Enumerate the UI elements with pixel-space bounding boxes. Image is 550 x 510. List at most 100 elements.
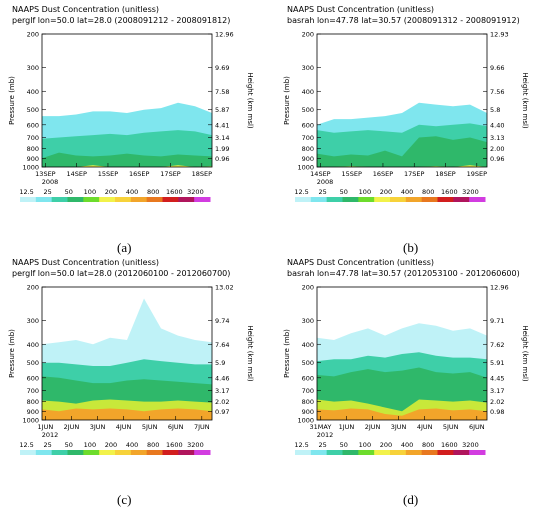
pressure-tick-label: 800 [302,398,314,406]
y-axis-label: Pressure (mb) [8,76,16,125]
pressure-tick-label: 800 [27,145,39,153]
height-tick-label: 4.46 [215,374,229,382]
legend-swatch [178,450,195,455]
pressure-tick-label: 500 [27,359,39,367]
pressure-tick-label: 200 [302,284,314,292]
chart-b: NAAPS Dust Concentration (unitless) basra… [283,5,529,202]
height-tick-label: 7.56 [490,88,504,96]
legend-swatch [99,197,116,202]
legend-swatch [453,450,470,455]
chart-title: NAAPS Dust Concentration (unitless) [12,5,159,14]
legend-swatch [358,197,375,202]
x-tick-label: 1JUN [38,423,54,431]
pressure-tick-label: 600 [27,374,39,382]
legend-label: 400 [126,188,138,196]
legend-swatch [326,197,343,202]
x-tick-label: 18SEP [192,170,213,178]
legend-swatch [469,197,486,202]
pressure-tick-label: 500 [27,106,39,114]
legend-swatch [405,197,423,202]
chart-a: NAAPS Dust Concentration (unitless) pergl… [8,5,254,202]
chart-title: NAAPS Dust Concentration (unitless) [287,5,434,14]
plot-frame [41,33,213,168]
chart-subtitle: basrah lon=47.78 lat=30.57 (2012053100 -… [287,269,520,278]
x-tick-label: 2JUN [64,423,80,431]
legend-swatch [162,450,179,455]
legend-label: 3200 [187,188,204,196]
legend-swatch [295,197,312,202]
legend-swatch [51,197,68,202]
height-tick-label: 5.9 [215,359,225,367]
legend-label: 400 [401,188,413,196]
legend-swatch [67,450,84,455]
legend-swatch [310,450,328,455]
pressure-tick-label: 200 [27,31,39,39]
height-tick-label: 9.71 [490,317,504,325]
pressure-tick-label: 900 [27,155,39,163]
legend-label: 12.5 [294,441,308,449]
panel-label-a: (a) [117,240,132,255]
legend-swatch [310,197,328,202]
legend-swatch [146,450,163,455]
panel-label-d: (d) [403,492,419,507]
x-tick-label: 14SEP [66,170,87,178]
legend-label: 800 [147,441,159,449]
height-tick-label: 7.58 [215,88,229,96]
legend-swatch [51,450,68,455]
legend-swatch [374,450,391,455]
pressure-tick-label: 400 [27,341,39,349]
legend-label: 50 [65,441,73,449]
chart-title: NAAPS Dust Concentration (unitless) [287,258,434,267]
height-tick-label: 5.91 [490,359,504,367]
legend-swatch [390,450,407,455]
legend-swatch [83,197,100,202]
legend-label: 1600 [166,441,183,449]
plot-frame [41,286,213,421]
legend-swatch [437,197,454,202]
height-tick-label: 12.96 [215,31,234,39]
panel-label-c: (c) [117,492,132,507]
height-tick-label: 0.96 [490,155,504,163]
legend-swatch [405,450,423,455]
height-tick-label: 5.8 [490,106,500,114]
legend-label: 1600 [441,441,458,449]
x-tick-label: 1JUN [339,423,355,431]
legend-label: 400 [126,441,138,449]
y-axis-label: Pressure (mb) [8,329,16,378]
pressure-tick-label: 400 [302,341,314,349]
legend-label: 50 [340,188,348,196]
pressure-tick-label: 200 [27,284,39,292]
legend-label: 12.5 [19,188,33,196]
pressure-tick-label: 300 [302,64,314,72]
height-tick-label: 3.17 [490,387,504,395]
x-tick-label: 19SEP [467,170,488,178]
pressure-tick-label: 600 [302,121,314,129]
x-tick-label: 5JUN [142,423,158,431]
pressure-tick-label: 600 [27,121,39,129]
height-tick-label: 7.62 [490,341,504,349]
dust-layer-4 [317,408,487,420]
chart-d: NAAPS Dust Concentration (unitless) basra… [283,258,529,455]
legend-label: 12.5 [294,188,308,196]
legend-label: 100 [359,188,371,196]
legend-label: 800 [147,188,159,196]
dust-layer-4 [42,408,212,420]
x-tick-label: 6JUN [469,423,485,431]
pressure-tick-label: 800 [27,398,39,406]
x-tick-label: 3JUN [90,423,106,431]
legend-swatch [437,450,454,455]
legend-label: 25 [319,441,327,449]
x-tick-label: 7JUN [194,423,210,431]
y2-axis-label: Height (km msl) [246,72,254,129]
legend-swatch [469,450,486,455]
legend-swatch [146,197,163,202]
height-tick-label: 4.40 [490,121,504,129]
x-tick-label: 13SEP [35,170,56,178]
legend-label: 200 [380,188,392,196]
legend-label: 100 [84,441,96,449]
pressure-tick-label: 1000 [22,164,39,172]
panel-b: NAAPS Dust Concentration (unitless) basra… [275,0,550,257]
x-tick-label: 3JUN [391,423,407,431]
legend-label: 50 [340,441,348,449]
height-tick-label: 9.69 [215,64,229,72]
